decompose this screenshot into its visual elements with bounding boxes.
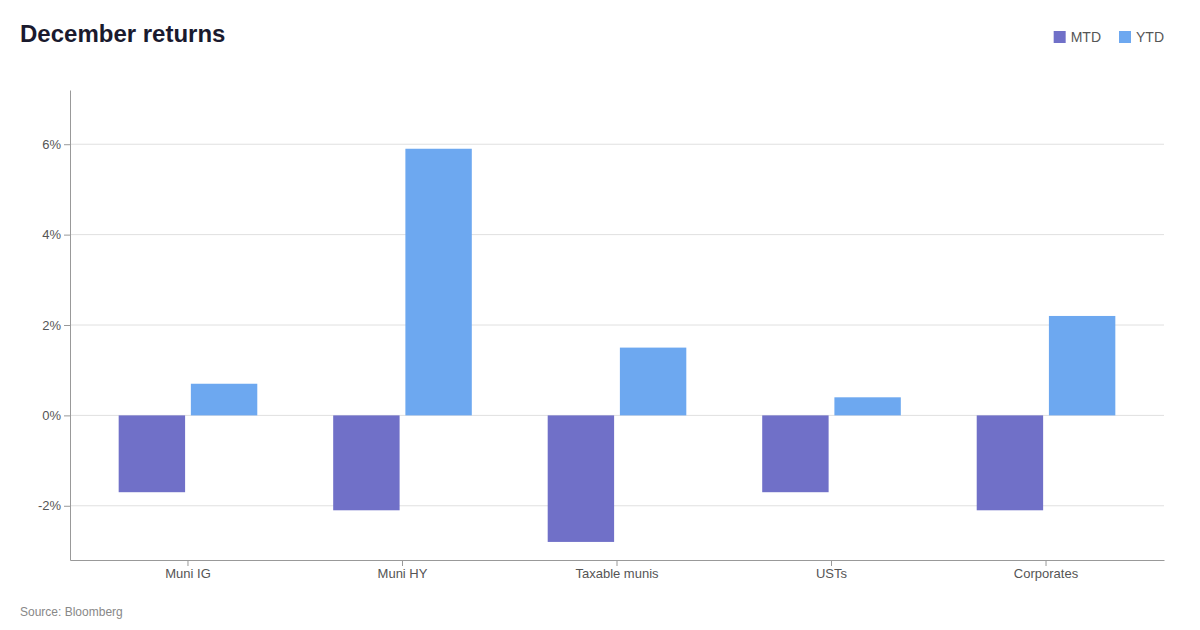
y-tick-label: -2% — [38, 498, 62, 513]
x-tick-mark — [187, 560, 188, 566]
y-tick-label: 0% — [42, 408, 61, 423]
grid-line — [70, 144, 1164, 145]
x-tick-mark — [402, 560, 403, 566]
x-tick-label: Taxable munis — [575, 566, 659, 581]
bar — [548, 415, 614, 542]
x-tick: Corporates — [1014, 560, 1079, 581]
y-tick-mark — [64, 415, 70, 416]
bar — [333, 415, 399, 510]
x-tick: Muni IG — [165, 560, 211, 581]
y-tick: 2% — [42, 318, 70, 333]
bar — [977, 415, 1043, 510]
y-axis: -2% 0% 2% 4% 6% — [38, 91, 71, 561]
y-tick: 6% — [42, 137, 70, 152]
legend-swatch — [1119, 31, 1131, 43]
legend-swatch — [1054, 31, 1066, 43]
y-tick: -2% — [38, 498, 70, 513]
x-tick-mark — [1046, 560, 1047, 566]
bar — [1049, 316, 1115, 415]
x-tick: Muni HY — [378, 560, 428, 581]
grid-line — [70, 325, 1164, 326]
x-tick-label: Corporates — [1014, 566, 1079, 581]
grid-line — [70, 234, 1164, 235]
y-tick: 0% — [42, 408, 70, 423]
x-tick: USTs — [816, 560, 848, 581]
plot: -2% 0% 2% 4% 6% Muni IG Muni HY Taxable munis US… — [38, 91, 1165, 582]
y-tick-label: 2% — [42, 318, 61, 333]
x-tick-label: Muni IG — [165, 566, 211, 581]
legend-label: MTD — [1071, 29, 1101, 45]
source: Source: Bloomberg — [20, 605, 123, 619]
y-tick-mark — [64, 325, 70, 326]
legend-item: MTD — [1054, 29, 1101, 45]
legend: MTD YTD — [1054, 29, 1164, 45]
bar — [620, 348, 686, 416]
y-tick-mark — [64, 144, 70, 145]
y-tick-mark — [64, 235, 70, 236]
y-tick-mark — [64, 506, 70, 507]
y-tick: 4% — [42, 227, 70, 242]
bar — [119, 415, 185, 492]
bar — [405, 149, 471, 416]
y-tick-label: 6% — [42, 137, 61, 152]
x-tick-label: USTs — [816, 566, 848, 581]
legend-item: YTD — [1119, 29, 1164, 45]
bar — [834, 397, 900, 415]
title: December returns — [20, 20, 225, 47]
x-tick-mark — [617, 560, 618, 566]
x-axis: Muni IG Muni HY Taxable munis USTs Corporate… — [71, 560, 1165, 581]
y-axis-line — [70, 91, 71, 561]
x-tick-label: Muni HY — [378, 566, 428, 581]
legend-label: YTD — [1136, 29, 1164, 45]
x-tick: Taxable munis — [575, 560, 659, 581]
bar — [191, 384, 257, 416]
bars — [119, 149, 1116, 542]
y-tick-label: 4% — [42, 227, 61, 242]
x-tick-mark — [831, 560, 832, 566]
bar — [762, 415, 828, 492]
chart: -2% 0% 2% 4% 6% Muni IG Muni HY Taxable munis US… — [0, 0, 1200, 630]
